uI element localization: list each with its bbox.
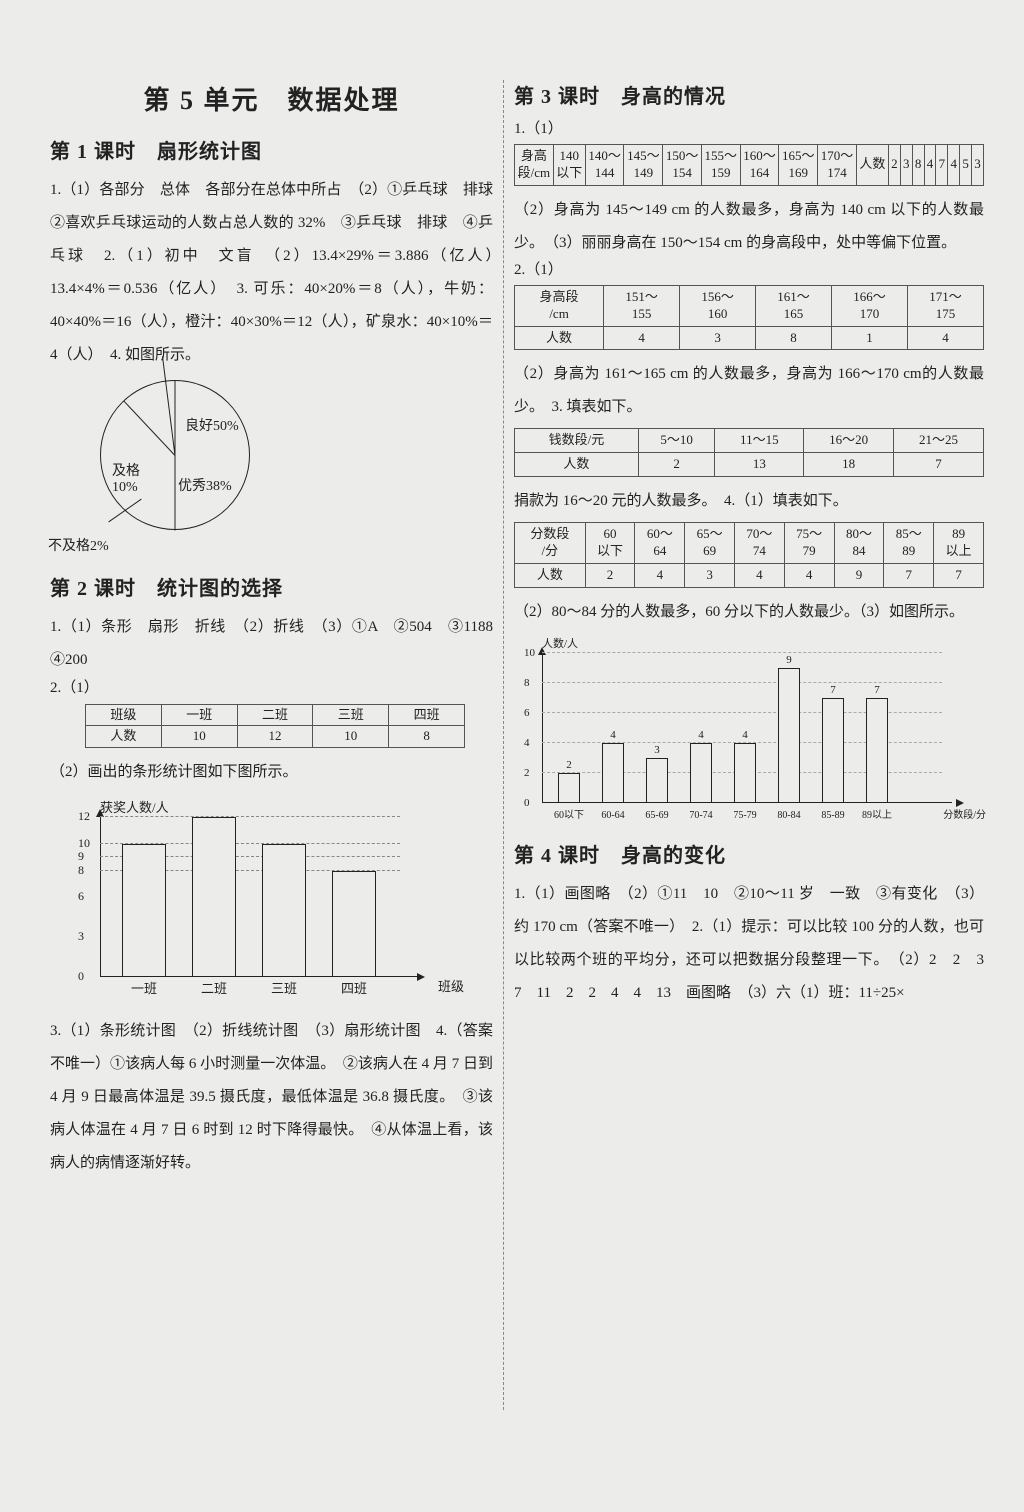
class-table: 班级 一班 二班 三班 四班 人数 10 12 10 8	[85, 704, 465, 749]
class-table-h3: 三班	[313, 704, 389, 726]
pie-chart: 良好50% 优秀38% 及格10% 不及格2%	[70, 380, 270, 560]
lesson2-q3-4: 3.（1）条形统计图 （2）折线统计图 （3）扇形统计图 4.（答案不唯一）①该…	[50, 1015, 493, 1180]
lesson3-para1: （2）身高为 145～149 cm 的人数最多，身高为 140 cm 以下的人数…	[514, 194, 984, 260]
height-table-1: 身高段/cm140以下140～144145～149150～154155～1591…	[514, 144, 984, 186]
lesson1-body: 1.（1）各部分 总体 各部分在总体中所占 （2）①乒乓球 排球 ②喜欢乒乓球运…	[50, 174, 493, 372]
class-table-r4: 8	[389, 726, 465, 748]
money-table: 钱数段/元5～1011～1516～2021～25人数213187	[514, 428, 984, 477]
barchart-xlabel: 班级	[438, 976, 464, 995]
barchart2-ylabel: 人数/人	[542, 635, 578, 651]
lesson3-q2-prefix: 2.（1）	[514, 260, 984, 281]
lesson2-title: 第 2 课时 统计图的选择	[50, 572, 493, 601]
lesson3-para4: （2）80～84 分的人数最多，60 分以下的人数最少。（3）如图所示。	[514, 596, 984, 629]
height-table-2: 身高段/cm151～155156～160161～165166～170171～17…	[514, 285, 984, 351]
lesson2-q2b: （2）画出的条形统计图如下图所示。	[50, 756, 493, 789]
unit-title: 第 5 单元 数据处理	[50, 80, 493, 117]
class-table-h1: 一班	[161, 704, 237, 726]
barchart2-xlabel: 分数段/分	[943, 806, 986, 821]
class-table-h2: 二班	[237, 704, 313, 726]
class-table-h0: 班级	[86, 704, 162, 726]
class-table-r1: 10	[161, 726, 237, 748]
pie-label-fail: 不及格2%	[48, 535, 109, 555]
class-table-r2: 12	[237, 726, 313, 748]
lesson4-body: 1.（1）画图略 （2）①11 10 ②10～11 岁 一致 ③有变化 （3）约…	[514, 878, 984, 1010]
lesson1-title: 第 1 课时 扇形统计图	[50, 135, 493, 164]
pie-label-good: 良好50%	[185, 415, 239, 435]
pie-label-pass: 及格10%	[112, 460, 140, 496]
class-table-r3: 10	[313, 726, 389, 748]
lesson3-title: 第 3 课时 身高的情况	[514, 80, 984, 109]
class-bar-chart: 获奖人数/人 036891012 一班二班三班四班 班级	[60, 797, 480, 997]
class-table-r0: 人数	[86, 726, 162, 748]
score-table: 分数段/分60以下60～6465～6970～7475～7980～8485～898…	[514, 522, 984, 588]
lesson3-q1-prefix: 1.（1）	[514, 119, 984, 140]
lesson3-para2: （2）身高为 161～165 cm 的人数最多，身高为 166～170 cm的人…	[514, 358, 984, 424]
barchart-ylabel: 获奖人数/人	[100, 797, 169, 816]
lesson2-q2-prefix: 2.（1）	[50, 680, 99, 696]
class-table-h4: 四班	[389, 704, 465, 726]
pie-label-excellent: 优秀38%	[178, 475, 232, 495]
lesson3-para3: 捐款为 16～20 元的人数最多。 4.（1）填表如下。	[514, 485, 984, 518]
lesson4-title: 第 4 课时 身高的变化	[514, 839, 984, 868]
score-bar-chart: 人数/人 0246810 260以下460-64365-69470-74475-…	[514, 635, 984, 825]
lesson2-q1: 1.（1）条形 扇形 折线 （2）折线 （3）①A ②504 ③1188 ④20…	[50, 611, 493, 677]
